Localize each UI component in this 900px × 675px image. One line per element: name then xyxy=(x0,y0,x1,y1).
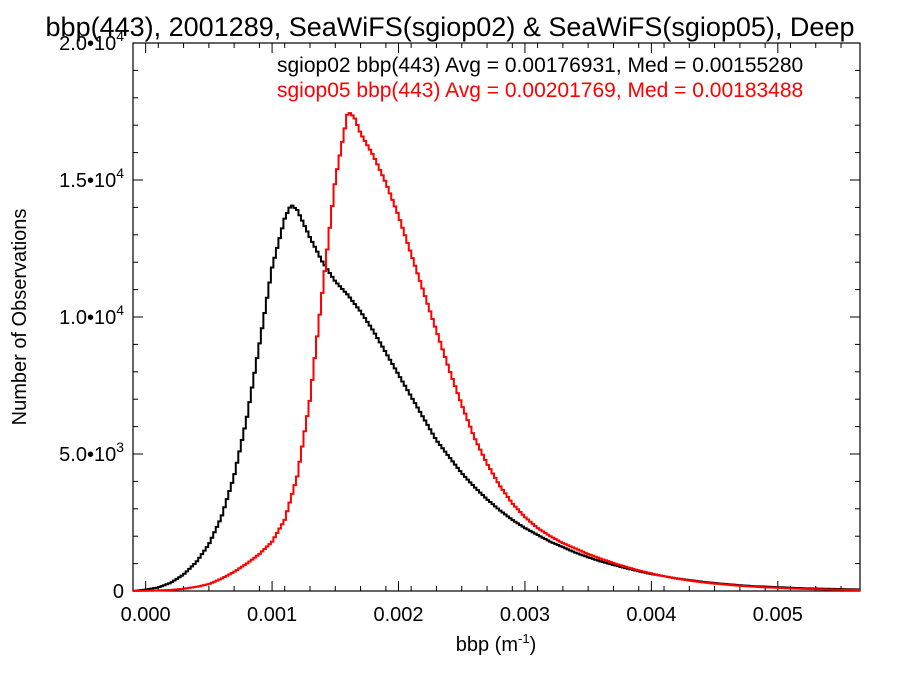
y-tick-exponent: 4 xyxy=(116,302,124,318)
x-axis-label-base: bbp (m xyxy=(456,634,518,656)
y-tick-mantissa: 2.0•10 xyxy=(59,33,116,55)
y-tick-exponent: 4 xyxy=(116,28,124,44)
y-tick-mantissa: 0 xyxy=(113,581,124,603)
x-tick-label: 0.002 xyxy=(373,604,423,626)
y-tick-label: 5.0•103 xyxy=(59,439,124,466)
annotation-sgiop05: sgiop05 bbp(443) Avg = 0.00201769, Med =… xyxy=(277,79,803,102)
x-tick-label: 0.001 xyxy=(247,604,297,626)
annotation-sgiop02: sgiop02 bbp(443) Avg = 0.00176931, Med =… xyxy=(277,54,803,77)
x-tick-label: 0.005 xyxy=(753,604,803,626)
x-tick-label: 0.003 xyxy=(500,604,550,626)
y-tick-mantissa: 1.0•10 xyxy=(59,307,116,329)
y-tick-exponent: 4 xyxy=(116,165,124,181)
x-axis-label-exponent: -1 xyxy=(518,631,530,646)
x-axis-label: bbp (m-1) xyxy=(456,631,536,656)
y-axis-label: Number of Observations xyxy=(9,209,31,426)
y-tick-mantissa: 1.5•10 xyxy=(59,170,116,192)
x-axis-label-close: ) xyxy=(530,634,537,656)
x-tick-label: 0.000 xyxy=(121,604,171,626)
y-tick-exponent: 3 xyxy=(116,439,124,455)
y-tick-label: 2.0•104 xyxy=(59,28,124,55)
series-layer xyxy=(133,112,860,592)
y-tick-mantissa: 5.0•10 xyxy=(59,444,116,466)
y-tick-label: 1.0•104 xyxy=(59,302,124,329)
y-tick-label: 1.5•104 xyxy=(59,165,124,192)
tick-labels: 0.000 0.001 0.002 0.003 0.004 0.005 0 5.0•103 1.… xyxy=(59,28,803,626)
series-line-sgiop05 xyxy=(133,112,860,592)
y-tick-label: 0 xyxy=(113,581,124,603)
chart-title: bbp(443), 2001289, SeaWiFS(sgiop02) & Se… xyxy=(46,12,855,42)
x-tick-label: 0.004 xyxy=(626,604,676,626)
